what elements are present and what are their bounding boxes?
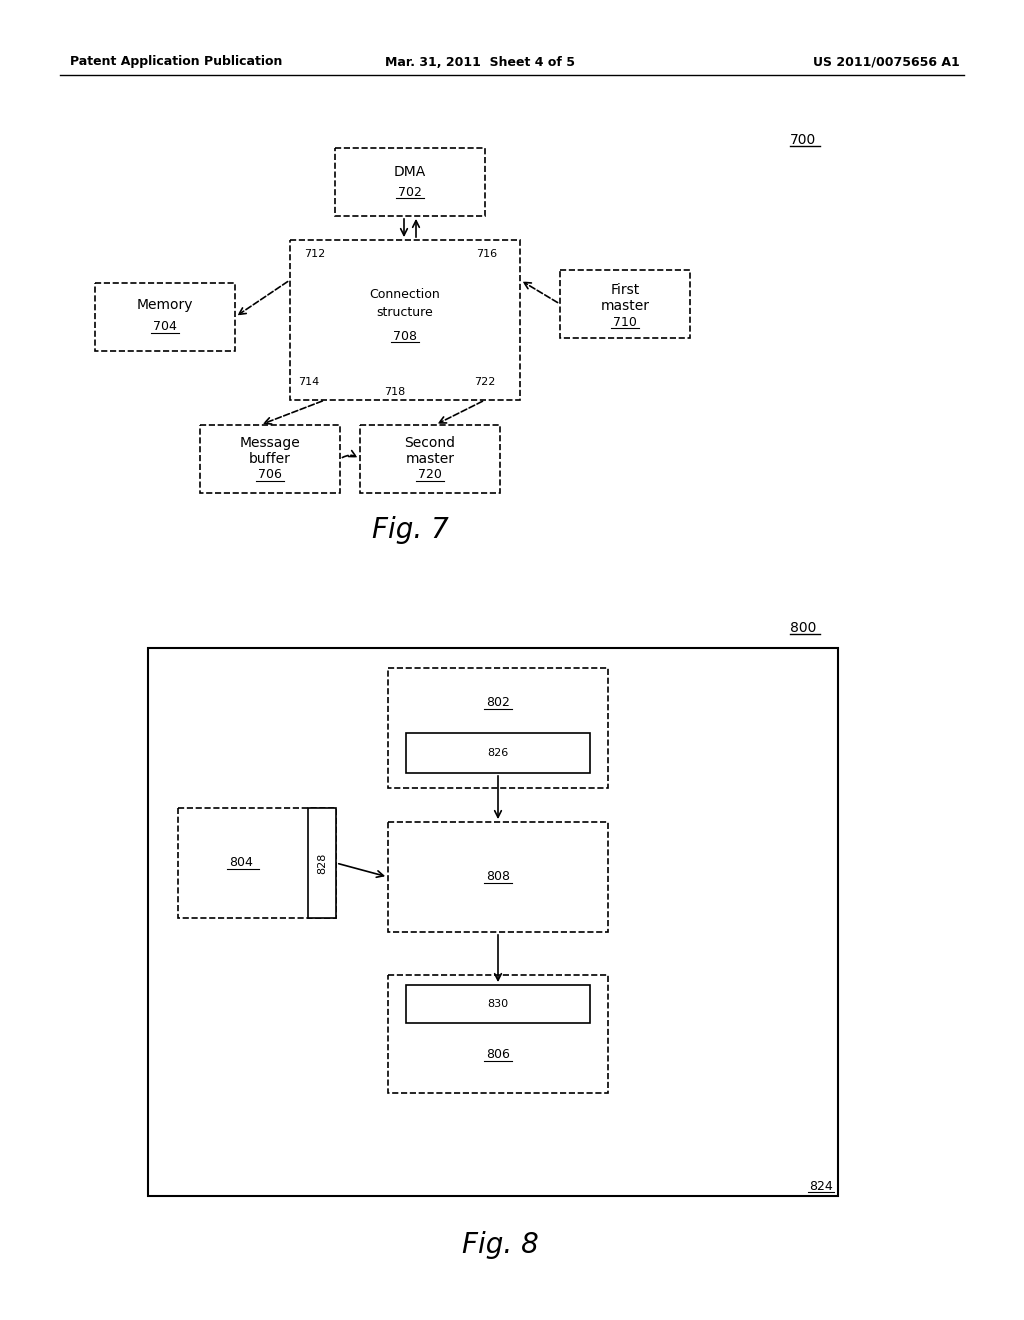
Text: Second: Second bbox=[404, 436, 456, 450]
FancyBboxPatch shape bbox=[178, 808, 336, 917]
Text: Patent Application Publication: Patent Application Publication bbox=[70, 55, 283, 69]
FancyBboxPatch shape bbox=[200, 425, 340, 492]
Text: structure: structure bbox=[377, 305, 433, 318]
FancyBboxPatch shape bbox=[388, 822, 608, 932]
FancyBboxPatch shape bbox=[360, 425, 500, 492]
Text: 830: 830 bbox=[487, 999, 509, 1008]
Text: 808: 808 bbox=[486, 870, 510, 883]
Text: DMA: DMA bbox=[394, 165, 426, 180]
Text: US 2011/0075656 A1: US 2011/0075656 A1 bbox=[813, 55, 961, 69]
FancyBboxPatch shape bbox=[406, 985, 590, 1023]
Text: 828: 828 bbox=[317, 853, 327, 874]
FancyBboxPatch shape bbox=[560, 271, 690, 338]
FancyBboxPatch shape bbox=[335, 148, 485, 216]
Text: 706: 706 bbox=[258, 469, 282, 482]
Text: 712: 712 bbox=[304, 249, 326, 259]
Text: 802: 802 bbox=[486, 697, 510, 710]
FancyBboxPatch shape bbox=[290, 240, 520, 400]
Text: 708: 708 bbox=[393, 330, 417, 342]
Text: 824: 824 bbox=[809, 1180, 833, 1192]
Text: 804: 804 bbox=[229, 857, 253, 870]
Text: Fig. 7: Fig. 7 bbox=[372, 516, 449, 544]
Text: master: master bbox=[406, 451, 455, 466]
Text: Message: Message bbox=[240, 436, 300, 450]
FancyBboxPatch shape bbox=[308, 808, 336, 917]
Text: buffer: buffer bbox=[249, 451, 291, 466]
FancyBboxPatch shape bbox=[388, 668, 608, 788]
Text: 720: 720 bbox=[418, 469, 442, 482]
Text: 800: 800 bbox=[790, 620, 816, 635]
Text: 806: 806 bbox=[486, 1048, 510, 1061]
Text: First: First bbox=[610, 282, 640, 297]
Text: 710: 710 bbox=[613, 315, 637, 329]
Text: master: master bbox=[600, 300, 649, 313]
Text: Mar. 31, 2011  Sheet 4 of 5: Mar. 31, 2011 Sheet 4 of 5 bbox=[385, 55, 575, 69]
Text: 718: 718 bbox=[384, 387, 406, 397]
FancyBboxPatch shape bbox=[95, 282, 234, 351]
Text: Connection: Connection bbox=[370, 289, 440, 301]
Text: Memory: Memory bbox=[137, 298, 194, 312]
Text: 716: 716 bbox=[476, 249, 497, 259]
FancyBboxPatch shape bbox=[406, 733, 590, 774]
Text: 700: 700 bbox=[790, 133, 816, 147]
Text: 702: 702 bbox=[398, 186, 422, 199]
Text: Fig. 8: Fig. 8 bbox=[462, 1232, 539, 1259]
Text: 704: 704 bbox=[153, 321, 177, 334]
FancyBboxPatch shape bbox=[148, 648, 838, 1196]
Text: 826: 826 bbox=[487, 748, 509, 758]
Text: 722: 722 bbox=[474, 378, 496, 387]
FancyBboxPatch shape bbox=[388, 975, 608, 1093]
Text: 714: 714 bbox=[298, 378, 319, 387]
